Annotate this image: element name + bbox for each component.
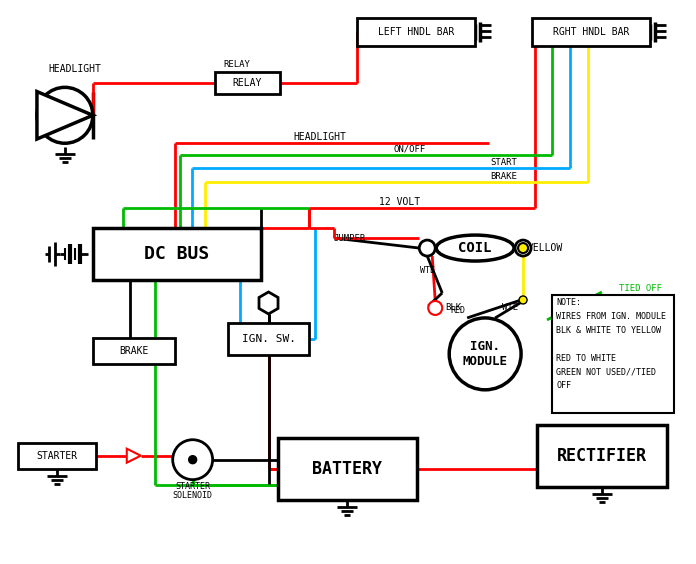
Circle shape bbox=[419, 240, 435, 256]
Circle shape bbox=[519, 296, 527, 304]
Text: BATTERY: BATTERY bbox=[313, 460, 382, 478]
Text: RELAY: RELAY bbox=[223, 60, 250, 69]
Ellipse shape bbox=[436, 235, 514, 261]
Circle shape bbox=[449, 318, 521, 390]
Bar bbox=[93, 228, 260, 280]
Circle shape bbox=[173, 440, 212, 479]
Circle shape bbox=[428, 301, 442, 315]
Bar bbox=[214, 72, 280, 94]
Bar bbox=[552, 295, 674, 413]
Text: START: START bbox=[491, 158, 518, 167]
Text: COIL: COIL bbox=[459, 241, 492, 255]
Text: RED: RED bbox=[450, 306, 465, 315]
Bar bbox=[357, 19, 475, 46]
Circle shape bbox=[518, 243, 528, 253]
Circle shape bbox=[515, 240, 531, 256]
Text: HEADLIGHT: HEADLIGHT bbox=[49, 64, 102, 74]
Circle shape bbox=[189, 456, 197, 464]
Polygon shape bbox=[37, 91, 93, 139]
Text: YELLOW: YELLOW bbox=[528, 243, 563, 253]
Text: JUMPER: JUMPER bbox=[333, 233, 365, 243]
Text: BRAKE: BRAKE bbox=[491, 171, 518, 180]
Text: RECTIFIER: RECTIFIER bbox=[557, 447, 647, 465]
Bar bbox=[532, 19, 650, 46]
Text: TIED OFF: TIED OFF bbox=[619, 284, 662, 293]
Bar bbox=[18, 443, 96, 469]
Text: MODULE: MODULE bbox=[463, 355, 507, 368]
Text: NOTE:
WIRES FROM IGN. MODULE
BLK & WHITE TO YELLOW

RED TO WHITE
GREEN NOT USED/: NOTE: WIRES FROM IGN. MODULE BLK & WHITE… bbox=[556, 298, 666, 390]
Text: IGN. SW.: IGN. SW. bbox=[242, 334, 296, 344]
Text: DC BUS: DC BUS bbox=[144, 245, 209, 263]
Text: STARTER: STARTER bbox=[175, 482, 210, 491]
Text: SOLENOID: SOLENOID bbox=[173, 491, 213, 500]
Bar bbox=[228, 323, 310, 355]
Bar bbox=[278, 438, 418, 500]
Text: HEADLIGHT: HEADLIGHT bbox=[293, 132, 346, 142]
Text: BLK: BLK bbox=[445, 303, 461, 312]
Polygon shape bbox=[259, 292, 278, 314]
Text: 12 VOLT: 12 VOLT bbox=[379, 197, 420, 207]
Text: ON/OFF: ON/OFF bbox=[393, 145, 425, 154]
Text: IGN.: IGN. bbox=[470, 341, 500, 354]
Text: RELAY: RELAY bbox=[232, 78, 261, 89]
Bar bbox=[93, 338, 175, 364]
Bar bbox=[537, 425, 667, 487]
Text: WTE: WTE bbox=[420, 266, 435, 275]
Circle shape bbox=[37, 87, 93, 143]
Text: LEFT HNDL BAR: LEFT HNDL BAR bbox=[378, 28, 454, 37]
Text: BRAKE: BRAKE bbox=[119, 346, 148, 356]
Polygon shape bbox=[127, 449, 141, 462]
Text: WTE: WTE bbox=[502, 303, 518, 312]
Text: STARTER: STARTER bbox=[36, 451, 77, 461]
Text: RGHT HNDL BAR: RGHT HNDL BAR bbox=[553, 28, 629, 37]
